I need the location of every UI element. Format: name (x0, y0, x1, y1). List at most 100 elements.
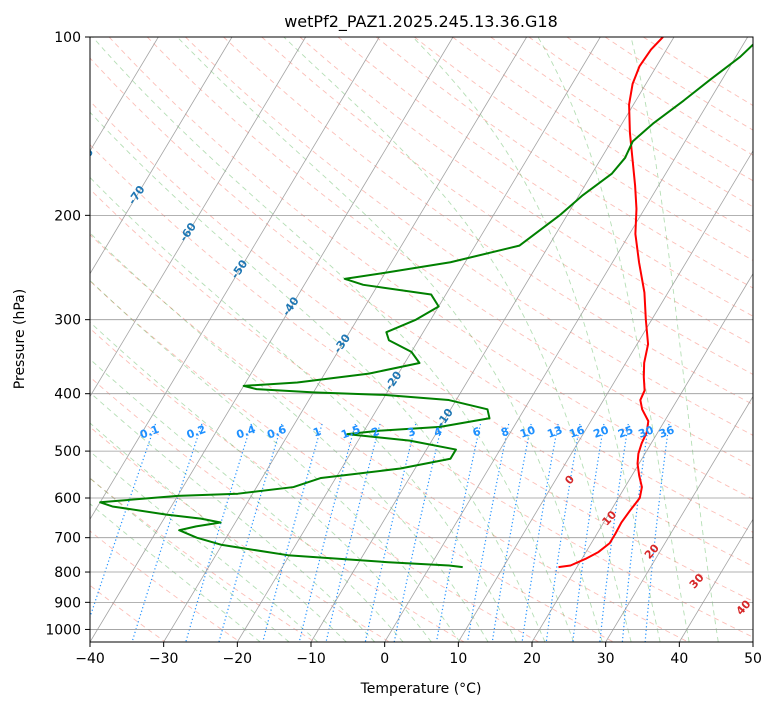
isotherm-line (90, 37, 307, 398)
moist-adiabat-line (90, 503, 261, 642)
profiles-layer (99, 37, 753, 569)
dry-adiabat-line (90, 144, 753, 602)
mixing-ratio-line (572, 423, 605, 642)
mixing-ratio-label: 0.2 (185, 423, 208, 442)
x-tick-label: 40 (670, 651, 688, 667)
mixing-ratio-label: 25 (616, 423, 635, 440)
isotherm-line (531, 272, 753, 642)
mixing-ratio-line (393, 423, 443, 642)
y-tick-label: 800 (54, 565, 81, 581)
chart-title: wetPf2_PAZ1.2025.245.13.36.G18 (284, 12, 558, 32)
mixing-ratio-line (599, 423, 629, 642)
dry-adiabat-line (185, 37, 753, 436)
gridlines-layer (90, 37, 753, 642)
y-axis-label: Pressure (hPa) (12, 289, 28, 389)
moist-adiabat-line (90, 279, 461, 642)
x-tick-label: −10 (296, 651, 326, 667)
plot-area: -100-90-80-70-60-50-40-30-20-10010203040… (74, 37, 753, 642)
y-tick-label: 700 (54, 531, 81, 547)
moist-adiabat-line (176, 37, 603, 642)
x-tick-label: 0 (380, 651, 389, 667)
y-tick-label: 200 (54, 208, 81, 224)
y-tick-label: 400 (54, 387, 81, 403)
moist-adiabat-line (90, 391, 376, 642)
mixing-ratio-label: 8 (499, 425, 511, 440)
dry-adiabat-line (146, 37, 753, 468)
isotherm-line (605, 395, 753, 642)
dry-adiabat-line (90, 57, 753, 533)
moist-adiabat-line (90, 450, 319, 642)
mixing-ratio-line (621, 423, 650, 642)
moist-adiabat-line (412, 37, 661, 642)
mixing-ratio-line (218, 423, 283, 642)
profile-line-1 (99, 43, 753, 569)
moist-adiabat-line (90, 422, 347, 642)
mixing-ratio-label: 1 (311, 425, 323, 440)
axis-ticks-layer: −40 −30 −20 −10 0 10 20 30 40 5010020030040050060… (45, 30, 762, 667)
moist-adiabat-line (90, 477, 290, 642)
profile-line-0 (558, 37, 664, 569)
y-tick-label: 300 (54, 313, 81, 329)
moist-adiabat-line (90, 358, 404, 642)
isotherm-line (163, 37, 528, 642)
x-tick-label: 10 (449, 651, 467, 667)
mixing-ratio-line (466, 423, 510, 642)
x-tick-label: 50 (744, 651, 762, 667)
dry-adiabat-line (90, 100, 753, 567)
x-tick-label: 20 (523, 651, 541, 667)
dry-adiabat-line (108, 37, 753, 500)
mixing-ratio-label: 36 (657, 423, 676, 441)
dry-adiabat-line (90, 584, 166, 642)
mixing-ratio-label: 0.1 (138, 423, 161, 442)
plot-frame (89, 36, 754, 643)
mixing-ratio-label: 6 (471, 425, 483, 440)
mixing-ratio-line (491, 423, 532, 642)
mixing-ratio-label: 10 (518, 423, 537, 441)
x-tick-label: −30 (149, 651, 179, 667)
mixing-ratio-layer (90, 423, 670, 642)
x-tick-label: 30 (597, 651, 615, 667)
dry-adiabat-line (90, 426, 390, 642)
dry-adiabat-line (90, 376, 465, 642)
mixing-ratio-label: 1.5 (339, 423, 362, 442)
isotherm-line (90, 37, 380, 520)
mixing-ratio-line (435, 423, 482, 642)
x-tick-label: −40 (75, 651, 105, 667)
x-tick-label: −20 (223, 651, 253, 667)
mixing-ratio-label: 3 (406, 425, 418, 440)
isotherm-line (90, 37, 233, 275)
mixing-ratio-label: 0.6 (265, 423, 288, 442)
isotherm-line (90, 37, 454, 642)
isotherm-line (90, 37, 159, 152)
mixing-ratio-line (545, 423, 581, 642)
x-axis-label: Temperature (°C) (360, 681, 482, 697)
moist-adiabat-line (537, 37, 690, 642)
isotherm-line (310, 37, 675, 642)
mixing-ratio-label: 16 (567, 423, 586, 441)
y-tick-label: 1000 (45, 622, 81, 638)
mixing-ratio-line (521, 423, 559, 642)
moist-adiabat-line (90, 176, 517, 642)
mixing-ratio-label: 2 (370, 425, 382, 440)
mixing-ratio-label: 0.4 (235, 423, 258, 442)
dry-adiabat-label: -80 (74, 146, 96, 170)
dry-adiabat-line (90, 477, 315, 642)
moist-adiabat-line (90, 232, 489, 642)
isotherm-line (457, 150, 753, 642)
y-tick-label: 500 (54, 444, 81, 460)
y-tick-label: 900 (54, 595, 81, 611)
mixing-ratio-label: 13 (545, 423, 564, 440)
dry-adiabat-line (90, 327, 539, 642)
mixing-ratio-label: 4 (432, 425, 444, 440)
adiabats-layer (90, 37, 753, 642)
isotherm-line (384, 37, 749, 642)
mixing-ratio-line (644, 423, 670, 642)
mixing-ratio-line (185, 423, 252, 642)
y-tick-label: 600 (54, 491, 81, 507)
isotherm-line (236, 37, 601, 642)
mixing-ratio-label: 20 (592, 423, 611, 441)
y-tick-label: 100 (54, 30, 81, 46)
mixing-ratio-label: 30 (637, 423, 656, 441)
